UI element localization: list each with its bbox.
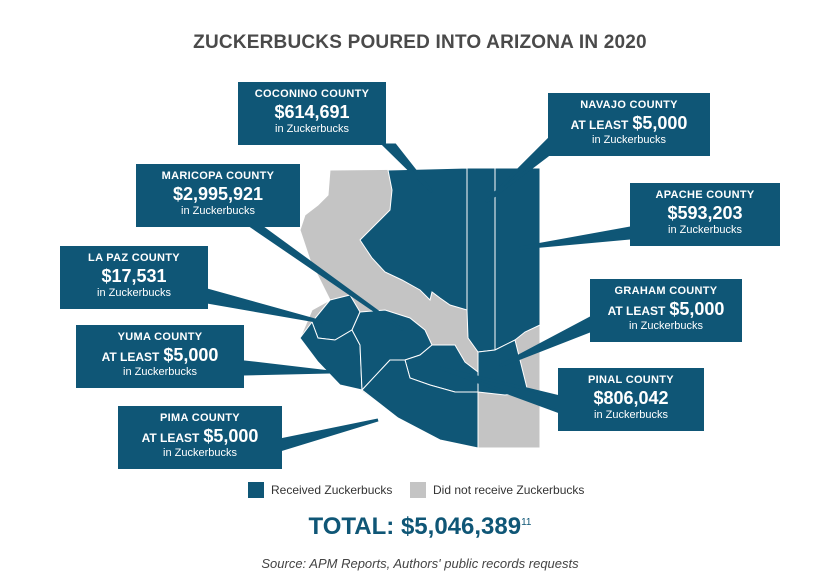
county-name: COCONINO COUNTY <box>254 88 370 100</box>
leader-lines <box>205 137 632 453</box>
callout-pinal: PINAL COUNTY $806,042 in Zuckerbucks <box>558 368 704 431</box>
county-note: in Zuckerbucks <box>668 224 742 237</box>
callout-lapaz: LA PAZ COUNTY $17,531 in Zuckerbucks <box>60 246 208 309</box>
chart-title: ZUCKERBUCKS POURED INTO ARIZONA IN 2020 <box>193 32 647 53</box>
legend-swatch-received <box>248 482 264 498</box>
callout-pima: PIMA COUNTY AT LEAST $5,000 in Zuckerbuck… <box>118 406 282 469</box>
county-amount-prefix: AT LEAST <box>570 117 629 132</box>
leader-lapaz <box>205 288 323 324</box>
county-note: in Zuckerbucks <box>275 123 349 136</box>
county-name: PIMA COUNTY <box>160 412 240 424</box>
leader-pima <box>278 418 379 453</box>
county-coconino <box>359 167 468 311</box>
total-label: TOTAL: $5,046,389 <box>308 513 522 540</box>
legend-label-received: Received Zuckerbucks <box>271 483 393 497</box>
county-amount: $5,000 <box>203 425 259 446</box>
county-amount-prefix: AT LEAST <box>607 303 666 318</box>
legend-received: Received Zuckerbucks <box>248 482 392 498</box>
county-amount: $17,531 <box>101 265 167 286</box>
county-note: in Zuckerbucks <box>594 409 668 422</box>
county-amount: $5,000 <box>632 112 688 133</box>
county-note: in Zuckerbucks <box>163 447 237 460</box>
callout-graham: GRAHAM COUNTY AT LEAST $5,000 in Zuckerbu… <box>590 279 742 342</box>
callout-coconino: COCONINO COUNTY $614,691 in Zuckerbucks <box>238 82 386 145</box>
county-amount-prefix: AT LEAST <box>141 430 200 445</box>
county-amount-prefix: AT LEAST <box>101 349 160 364</box>
county-name: NAVAJO COUNTY <box>580 99 678 111</box>
total-amount: TOTAL: $5,046,38911 <box>0 513 840 541</box>
county-pima <box>361 359 479 449</box>
county-name: MARICOPA COUNTY <box>161 170 275 182</box>
county-amount: $5,000 <box>669 298 725 319</box>
total-footnote: 11 <box>521 517 532 528</box>
county-amount: $806,042 <box>593 387 669 408</box>
county-note: in Zuckerbucks <box>629 320 703 333</box>
county-amount: $593,203 <box>667 202 743 223</box>
leader-yuma <box>243 360 331 376</box>
county-note: in Zuckerbucks <box>592 134 666 147</box>
county-name: PINAL COUNTY <box>588 374 674 386</box>
source-note: Source: APM Reports, Authors' public rec… <box>261 556 579 571</box>
county-name: GRAHAM COUNTY <box>614 285 718 297</box>
legend-not-received: Did not receive Zuckerbucks <box>410 482 584 498</box>
leader-coconino <box>380 143 434 194</box>
legend-label-not-received: Did not receive Zuckerbucks <box>433 483 585 497</box>
callout-navajo: NAVAJO COUNTY AT LEAST $5,000 in Zuckerbu… <box>548 93 710 156</box>
county-name: LA PAZ COUNTY <box>88 252 180 264</box>
county-note: in Zuckerbucks <box>97 287 171 300</box>
county-note: in Zuckerbucks <box>181 205 255 218</box>
callout-maricopa: MARICOPA COUNTY $2,995,921 in Zuckerbuck… <box>136 164 300 227</box>
county-name: YUMA COUNTY <box>117 331 203 343</box>
county-amount: $5,000 <box>163 344 219 365</box>
county-amount: $2,995,921 <box>172 183 264 204</box>
legend-swatch-not-received <box>410 482 426 498</box>
callout-apache: APACHE COUNTY $593,203 in Zuckerbucks <box>630 183 780 246</box>
county-note: in Zuckerbucks <box>123 366 197 379</box>
county-name: APACHE COUNTY <box>655 189 755 201</box>
county-apache <box>494 167 541 351</box>
county-amount: $614,691 <box>274 101 350 122</box>
callout-yuma: YUMA COUNTY AT LEAST $5,000 in Zuckerbuck… <box>76 325 244 388</box>
